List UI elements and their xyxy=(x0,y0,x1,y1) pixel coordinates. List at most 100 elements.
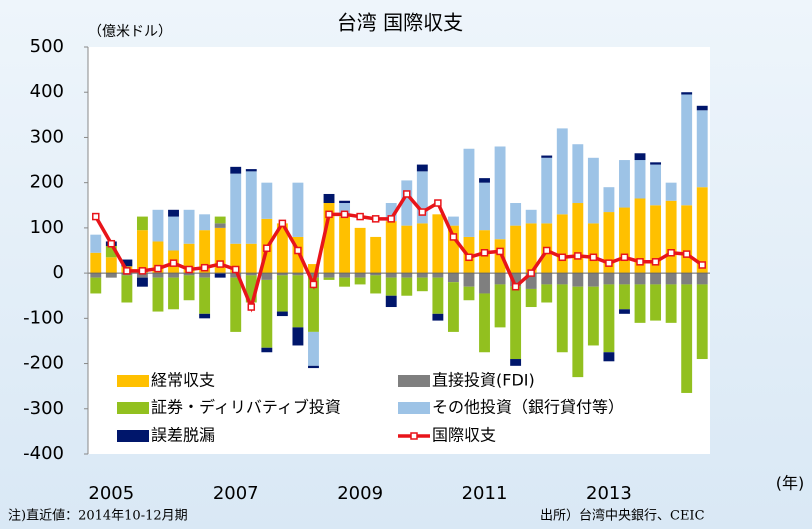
point xyxy=(574,252,582,260)
bar xyxy=(276,273,288,276)
bar xyxy=(416,171,428,224)
bar xyxy=(276,311,288,317)
legend-swatch xyxy=(117,375,149,387)
bar xyxy=(230,273,242,278)
bar xyxy=(510,359,522,366)
bar xyxy=(681,273,693,285)
bar xyxy=(308,365,319,369)
point xyxy=(138,267,147,275)
y-tick-label: 400 xyxy=(30,81,64,102)
bar xyxy=(323,273,335,278)
point xyxy=(605,259,613,267)
bar xyxy=(416,277,428,292)
y-tick-label: -300 xyxy=(23,398,64,419)
point xyxy=(418,208,427,216)
bar xyxy=(463,286,475,301)
bar xyxy=(308,277,319,332)
bar xyxy=(339,216,351,274)
bar xyxy=(510,273,522,287)
bar xyxy=(370,236,382,274)
bar xyxy=(541,155,553,158)
bar xyxy=(432,273,444,278)
bar xyxy=(447,282,459,332)
bar xyxy=(354,273,366,278)
bar xyxy=(463,273,475,287)
bar xyxy=(230,243,242,274)
bar xyxy=(308,264,319,274)
bar xyxy=(136,277,148,287)
bar xyxy=(276,275,288,312)
point xyxy=(169,259,178,267)
bar xyxy=(696,273,708,285)
bar xyxy=(665,284,677,323)
bar xyxy=(587,157,599,224)
legend-label: その他投資（銀行貸付等） xyxy=(432,398,624,417)
x-tick-label: 2007 xyxy=(213,483,259,504)
bar xyxy=(370,273,382,276)
bar xyxy=(432,214,444,274)
bar xyxy=(354,227,366,274)
bar xyxy=(541,157,553,224)
bar xyxy=(214,227,226,274)
bar xyxy=(416,273,428,278)
point xyxy=(542,246,551,255)
x-tick-label: 2005 xyxy=(88,483,134,504)
bar xyxy=(245,273,257,276)
bar xyxy=(292,182,304,237)
bar xyxy=(510,286,522,360)
bar xyxy=(510,225,522,274)
bar xyxy=(650,205,662,274)
point xyxy=(294,246,302,255)
bar xyxy=(401,277,413,296)
bar xyxy=(447,216,459,226)
bar xyxy=(261,279,273,348)
bar xyxy=(323,193,335,204)
bar xyxy=(416,164,428,172)
y-tick-label: 100 xyxy=(30,217,64,238)
bar xyxy=(339,200,351,204)
y-tick-label: -400 xyxy=(23,443,64,464)
bar xyxy=(572,144,584,204)
bar xyxy=(183,209,195,244)
legend-label: 直接投資(FDI) xyxy=(432,371,535,390)
bar xyxy=(572,203,584,274)
bar xyxy=(308,273,319,278)
point xyxy=(511,282,520,291)
bar xyxy=(447,225,459,274)
bar xyxy=(587,286,599,346)
point xyxy=(325,210,333,219)
bar xyxy=(494,273,506,285)
bar xyxy=(90,252,102,274)
bar xyxy=(323,277,335,280)
bar xyxy=(650,273,662,285)
chart-title: 台湾 国際収支 xyxy=(337,11,463,35)
bar xyxy=(463,148,475,237)
bar xyxy=(447,273,459,283)
bar xyxy=(152,209,164,242)
bar xyxy=(292,236,304,274)
point xyxy=(154,264,162,273)
bar xyxy=(199,313,211,319)
bar xyxy=(152,273,164,278)
bar xyxy=(681,205,693,274)
point xyxy=(558,253,567,262)
bar xyxy=(556,284,568,353)
point xyxy=(667,249,675,257)
bar xyxy=(634,198,646,274)
bar xyxy=(525,223,537,274)
y-tick-label: 200 xyxy=(30,172,64,193)
bar xyxy=(105,245,117,258)
bar xyxy=(214,216,226,224)
bar xyxy=(152,277,164,312)
bar xyxy=(339,273,351,278)
bar xyxy=(90,277,102,294)
bar xyxy=(230,173,242,244)
bar xyxy=(556,273,568,285)
point xyxy=(278,219,287,228)
bar xyxy=(401,225,413,274)
plot-area xyxy=(88,47,710,454)
bar xyxy=(494,239,506,274)
point xyxy=(371,215,380,223)
bar xyxy=(261,273,273,280)
bar xyxy=(401,273,413,278)
